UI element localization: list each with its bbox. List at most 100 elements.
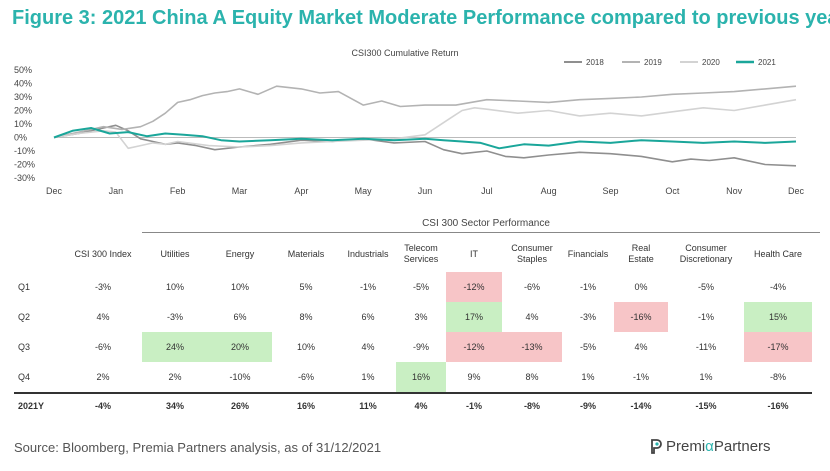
table-cell: 9% (467, 372, 481, 382)
table-cell: -8% (769, 372, 786, 382)
table-row: Q1 -3% 10% 10% 5% -1% -5% -12% -6% -1% 0% -5% -4% (14, 272, 812, 302)
y-tick-label: 20% (14, 106, 32, 116)
table-title: CSI 300 Sector Performance (422, 218, 550, 229)
total-cell: 11% (340, 392, 396, 418)
total-cell: -1% (446, 392, 502, 418)
x-tick-label: Jun (418, 186, 433, 196)
premia-logo-icon (651, 439, 662, 454)
table-cell: 10% (296, 342, 315, 352)
premia-partners-logo: Premi α Partners (650, 438, 771, 455)
series-line-2018 (53, 124, 797, 167)
column-header-line2: Staples (516, 254, 548, 264)
column-header-line1: Real (631, 243, 651, 253)
table-cell: 6% (361, 312, 375, 322)
total-cell: 4% (396, 392, 446, 418)
table-cell: 3% (414, 312, 428, 322)
source-note: Source: Bloomberg, Premia Partners analy… (14, 440, 382, 455)
logo-alpha: α (705, 438, 714, 455)
column-header-line1: Consumer (685, 243, 727, 253)
y-tick-label: 50% (14, 65, 32, 75)
table-cell: -13% (502, 332, 562, 362)
x-tick-label: Aug (541, 186, 557, 196)
table-cell: -1% (632, 372, 649, 382)
column-header: Utilities (142, 236, 208, 272)
total-cell: -8% (502, 392, 562, 418)
table-cell: 8% (525, 372, 539, 382)
total-cell: 16% (272, 392, 340, 418)
table-cell: 4% (634, 342, 648, 352)
column-header: IT (446, 236, 502, 272)
legend-label-2018: 2018 (586, 58, 604, 67)
column-header-line2: Health Care (753, 248, 803, 259)
table-header-row: CSI 300 Index Utilities Energy Materials Ind… (14, 236, 812, 272)
table-cell: -11% (695, 342, 717, 352)
table-title-underline (142, 232, 820, 233)
table-cell: -10% (229, 372, 251, 382)
table-cell: 0% (634, 282, 648, 292)
x-tick-label: May (355, 186, 373, 196)
total-cell: 26% (208, 392, 272, 418)
table-cell: 17% (446, 302, 502, 332)
x-tick-label: Apr (294, 186, 308, 196)
table-cell: 15% (744, 302, 812, 332)
table-cell: -12% (446, 332, 502, 362)
table-cell: 20% (208, 332, 272, 362)
y-tick-label: 0% (14, 133, 27, 143)
total-row: 2021Y -4% 34% 26% 16% 11% 4% -1% -8% -9% -14% -15% -… (14, 392, 812, 418)
total-cell: -14% (614, 392, 668, 418)
y-tick-label: -30% (14, 173, 35, 183)
table-cell: -6% (523, 282, 540, 292)
x-tick-label: Mar (232, 186, 248, 196)
row-label: Q4 (18, 372, 31, 382)
x-tick-label: Nov (726, 186, 743, 196)
logo-text-part1: Premi (666, 438, 706, 455)
table-cell: 4% (525, 312, 539, 322)
row-label: Q2 (18, 312, 31, 322)
column-header-line2: Financials (567, 248, 609, 259)
table-row: Q3 -6% 24% 20% 10% 4% -9% -12% -13% -5% 4% -11% -17% (14, 332, 812, 362)
table-cell: -12% (446, 272, 502, 302)
table-cell: -3% (166, 312, 183, 322)
column-header: Consumer Discretionary (668, 236, 744, 272)
x-tick-label: Feb (170, 186, 186, 196)
table-cell: -3% (94, 282, 111, 292)
column-header: CSI 300 Index (64, 236, 142, 272)
column-header-line2: Materials (287, 248, 325, 259)
column-header-line2: Energy (225, 248, 255, 259)
column-header: Financials (562, 236, 614, 272)
column-header-line2: CSI 300 Index (74, 248, 132, 259)
series-line-2019 (53, 85, 797, 139)
table-cell: 4% (96, 312, 110, 322)
chart-title: CSI300 Cumulative Return (351, 48, 458, 58)
table-cell: -1% (579, 282, 596, 292)
table-cell: 24% (142, 332, 208, 362)
cumulative-return-chart: CSI300 Cumulative Return 50% 40% 30% 20% 10% 0… (14, 48, 804, 196)
column-header: Health Care (744, 236, 812, 272)
table-cell: 1% (361, 372, 375, 382)
table-cell: 5% (299, 282, 313, 292)
total-row-label: 2021Y (14, 392, 64, 418)
column-header: Industrials (340, 236, 396, 272)
sector-performance-table: CSI 300 Index Utilities Energy Materials Ind… (14, 236, 812, 418)
row-label: Q1 (18, 282, 31, 292)
table-cell: -3% (579, 312, 596, 322)
column-header: Real Estate (614, 236, 668, 272)
column-header-line2: Estate (628, 254, 654, 264)
table-cell: -6% (94, 342, 111, 352)
total-cell: 34% (142, 392, 208, 418)
column-header-line2: Discretionary (679, 254, 733, 264)
corner-cell (14, 236, 64, 272)
x-tick-label: Oct (665, 186, 680, 196)
y-tick-label: 30% (14, 92, 32, 102)
table-cell: -9% (412, 342, 429, 352)
y-tick-label: -10% (14, 146, 35, 156)
row-label: Q3 (18, 342, 31, 352)
logo-text-part2: Partners (713, 438, 771, 455)
column-header: Materials (272, 236, 340, 272)
column-header: Consumer Staples (502, 236, 562, 272)
table-cell: 16% (396, 362, 446, 393)
series-line-2021 (53, 127, 797, 150)
table-cell: 6% (233, 312, 247, 322)
table-cell: 10% (165, 282, 184, 292)
y-tick-label: -20% (14, 160, 35, 170)
